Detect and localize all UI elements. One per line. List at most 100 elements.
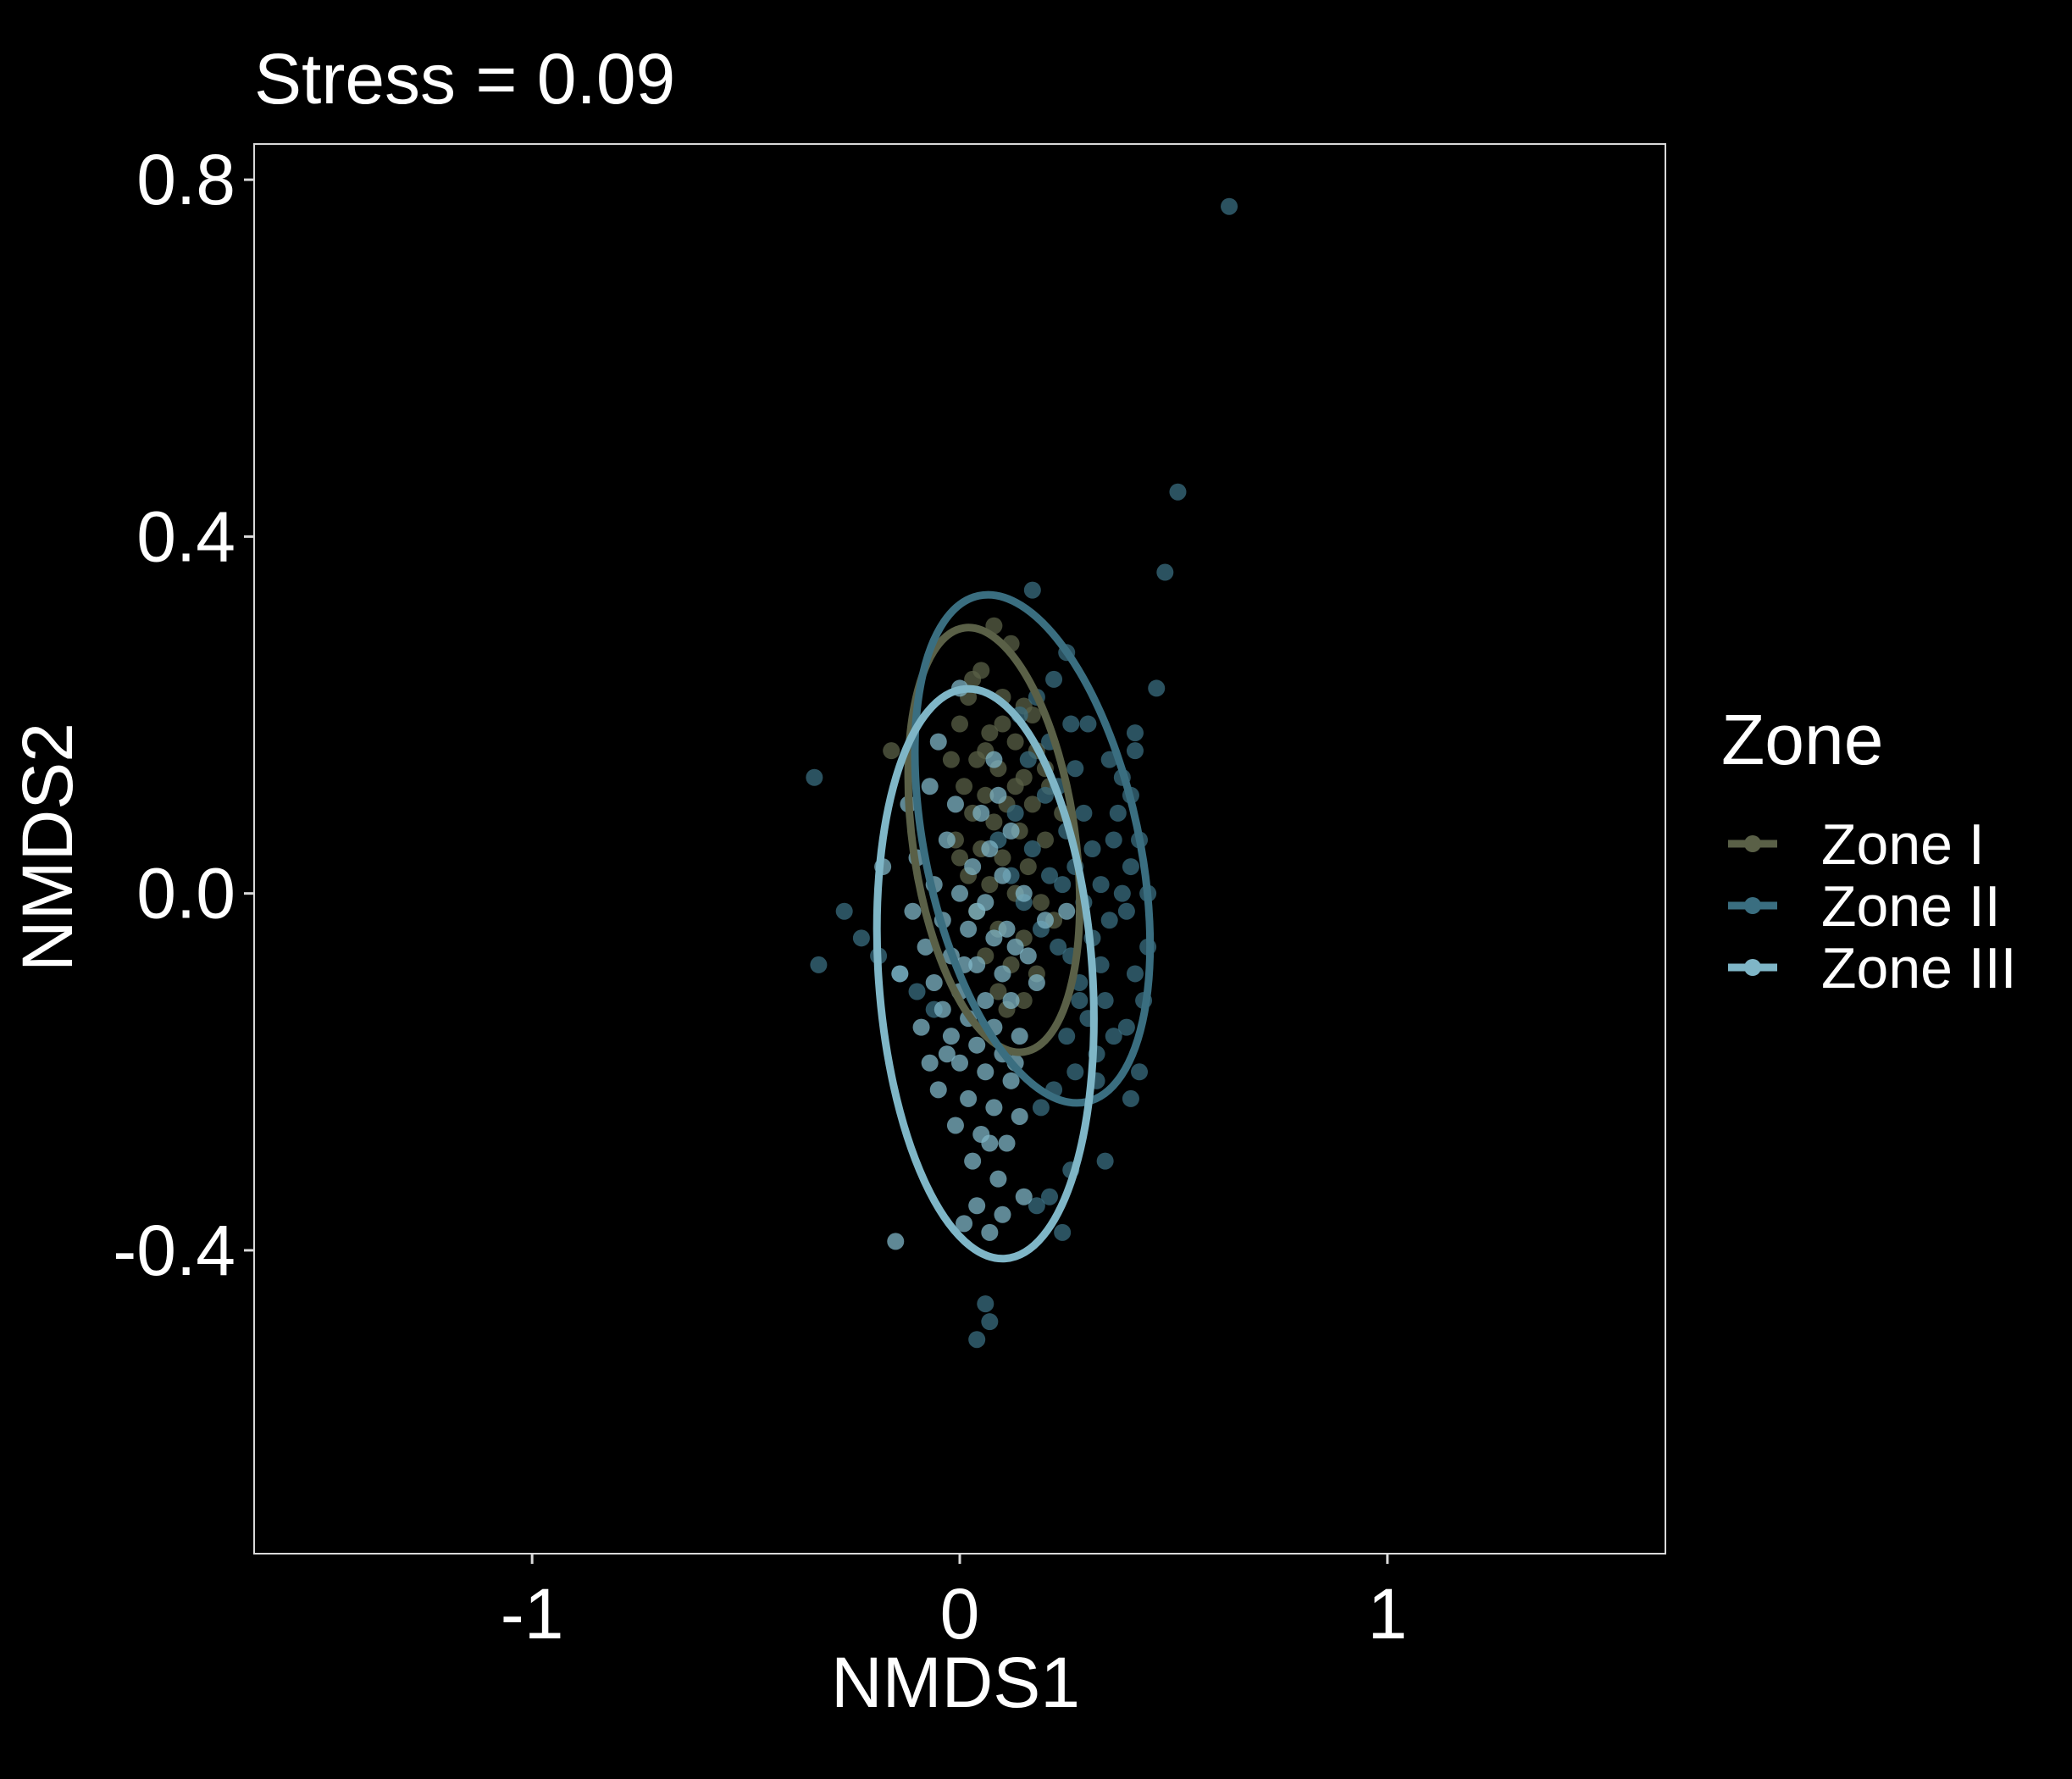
data-point-zone-i [981, 724, 999, 742]
data-point-zone-iii [968, 902, 986, 920]
data-point-zone-iii [968, 1036, 986, 1054]
data-point-zone-iii [887, 1233, 905, 1250]
confidence-ellipse-zone-iii [873, 684, 1098, 1263]
data-point-zone-iii [977, 1063, 994, 1081]
confidence-ellipse-zone-i [904, 623, 1084, 1056]
data-point-zone-ii [1062, 715, 1080, 733]
data-point-zone-i [956, 778, 973, 795]
data-point-zone-iii [964, 858, 982, 876]
data-point-zone-iii [921, 1054, 939, 1072]
legend-title: Zone [1721, 700, 1883, 779]
data-point-zone-ii [1100, 912, 1118, 929]
data-point-zone-ii [968, 1331, 986, 1349]
data-point-zone-ii [810, 956, 828, 973]
x-tick-label: -1 [501, 1574, 564, 1654]
data-point-zone-iii [921, 778, 939, 795]
data-point-zone-ii [1019, 751, 1037, 768]
y-axis-label: NMDS2 [8, 723, 87, 972]
data-point-zone-ii [1006, 804, 1024, 822]
data-point-zone-iii [946, 795, 964, 813]
data-point-zone-ii [1092, 956, 1110, 973]
data-point-zone-iii [998, 1134, 1016, 1152]
data-point-zone-ii [1096, 992, 1114, 1010]
data-point-zone-ii [1122, 1089, 1139, 1107]
data-point-zone-ii [1117, 902, 1135, 920]
data-point-zone-i [994, 849, 1011, 867]
data-point-zone-ii [908, 983, 926, 1000]
data-point-zone-iii [891, 965, 909, 983]
data-point-zone-ii [852, 929, 870, 947]
axes: -1 0 1 0.8 0.4 0.0 -0.4 [113, 140, 1407, 1654]
data-point-zone-iii [917, 938, 934, 956]
y-tick-label: 0.0 [136, 854, 235, 934]
data-point-zone-ii [1105, 1028, 1122, 1045]
data-point-zone-iii [1002, 992, 1020, 1010]
data-point-zone-iii [989, 786, 1007, 804]
data-point-zone-iii [994, 867, 1011, 884]
data-point-zone-i [883, 742, 900, 760]
data-point-zone-ii [1122, 858, 1139, 876]
data-point-zone-iii [938, 831, 956, 849]
data-point-zone-ii [1058, 1028, 1076, 1045]
legend-key-point-zone-ii [1744, 897, 1761, 914]
data-point-zone-ii [981, 1313, 999, 1331]
data-point-zone-iii [929, 1081, 947, 1099]
data-point-zone-i [989, 983, 1007, 1000]
data-point-zone-ii [1075, 804, 1093, 822]
data-point-zone-ii [1079, 715, 1097, 733]
data-point-zone-i [994, 715, 1011, 733]
data-point-zone-ii [835, 902, 853, 920]
data-point-zone-iii [1036, 912, 1054, 929]
data-point-zone-iii [998, 920, 1016, 938]
data-point-zone-iii [1006, 938, 1024, 956]
data-point-zone-iii [1058, 902, 1076, 920]
data-point-zone-iii [946, 1117, 964, 1134]
data-point-zone-i [977, 786, 994, 804]
x-tick-label: 0 [940, 1574, 980, 1654]
data-point-zone-ii [977, 1295, 994, 1313]
data-point-zone-iii [994, 1205, 1011, 1223]
data-point-zone-ii [1041, 867, 1059, 884]
data-point-zone-ii [1126, 965, 1144, 983]
data-point-zone-ii [1023, 840, 1041, 857]
data-point-zone-ii [1045, 670, 1063, 688]
legend-label-zone-i: Zone I [1821, 812, 1985, 877]
data-point-zone-iii [938, 1045, 956, 1063]
data-point-zone-ii [1083, 840, 1101, 857]
data-point-zone-ii [1131, 1063, 1149, 1081]
data-point-zone-ii [1028, 1197, 1045, 1215]
data-point-zone-iii [951, 1054, 968, 1072]
data-point-zone-i [1023, 707, 1041, 724]
legend-label-zone-iii: Zone III [1821, 936, 2017, 1000]
data-point-zone-i [1023, 795, 1041, 813]
x-tick-label: 1 [1367, 1574, 1407, 1654]
legend-key-point-zone-iii [1744, 959, 1761, 976]
data-point-zone-iii [1011, 1028, 1028, 1045]
data-point-zone-ii [1105, 831, 1122, 849]
data-point-zone-ii [1221, 197, 1238, 215]
data-point-zone-i [951, 715, 968, 733]
data-point-zone-iii [968, 1197, 986, 1215]
y-tick-label: 0.8 [136, 140, 235, 219]
legend-key-point-zone-i [1744, 835, 1761, 852]
legend-label-zone-ii: Zone II [1821, 874, 2001, 939]
data-point-zone-ii [1036, 786, 1054, 804]
y-tick-label: 0.4 [136, 496, 235, 576]
data-point-zone-ii [1032, 1099, 1050, 1117]
data-point-zone-i [1032, 894, 1050, 912]
data-point-zone-iii [912, 1018, 930, 1036]
data-point-zone-i [964, 670, 982, 688]
data-point-zone-iii [989, 1170, 1007, 1188]
x-axis-label: NMDS1 [831, 1643, 1080, 1722]
data-point-zone-ii [1126, 724, 1144, 742]
data-point-zone-iii [960, 920, 978, 938]
data-point-zone-ii [1117, 1018, 1135, 1036]
data-point-zone-iii [951, 884, 968, 902]
data-point-zone-i [981, 876, 999, 894]
data-point-zone-iii [985, 929, 1003, 947]
data-point-zone-iii [904, 902, 922, 920]
data-point-zone-i [1019, 858, 1037, 876]
